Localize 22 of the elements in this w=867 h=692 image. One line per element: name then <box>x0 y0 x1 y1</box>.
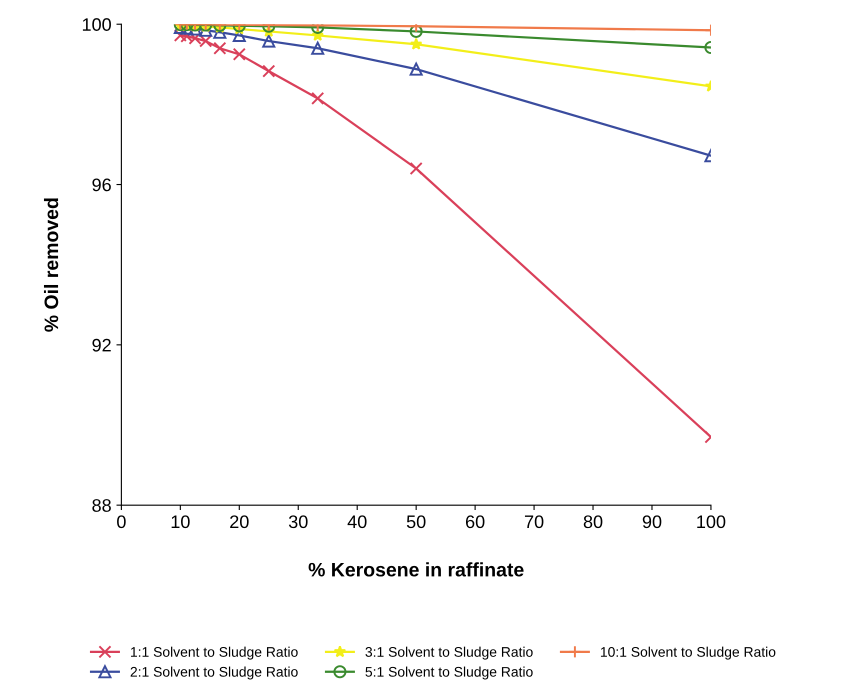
y-axis-title: % Oil removed <box>44 198 58 332</box>
legend-label: 3:1 Solvent to Sludge Ratio <box>365 646 533 660</box>
x-tick-label: 50 <box>406 515 426 528</box>
legend-label: 10:1 Solvent to Sludge Ratio <box>600 646 776 660</box>
x-tick-label: 20 <box>230 515 249 528</box>
x-tick-label: 40 <box>348 515 367 528</box>
x-tick-label: 0 <box>117 515 126 528</box>
x-tick-label: 100 <box>697 515 726 528</box>
x-axis-title: % Kerosene in raffinate <box>308 562 524 577</box>
legend-label: 2:1 Solvent to Sludge Ratio <box>130 666 298 680</box>
x-tick-label: 70 <box>524 515 544 528</box>
y-tick-label: 96 <box>92 178 111 192</box>
x-tick-label: 10 <box>172 515 190 528</box>
x-tick-label: 90 <box>642 515 662 528</box>
y-tick-label: 92 <box>92 338 111 352</box>
x-tick-label: 30 <box>288 515 308 528</box>
y-tick-label: 100 <box>82 18 111 31</box>
legend-label: 1:1 Solvent to Sludge Ratio <box>131 646 298 660</box>
x-tick-label: 60 <box>466 515 484 528</box>
y-tick-label: 88 <box>92 499 111 512</box>
x-tick-label: 80 <box>584 515 602 528</box>
legend-label: 5:1 Solvent to Sludge Ratio <box>365 666 533 680</box>
